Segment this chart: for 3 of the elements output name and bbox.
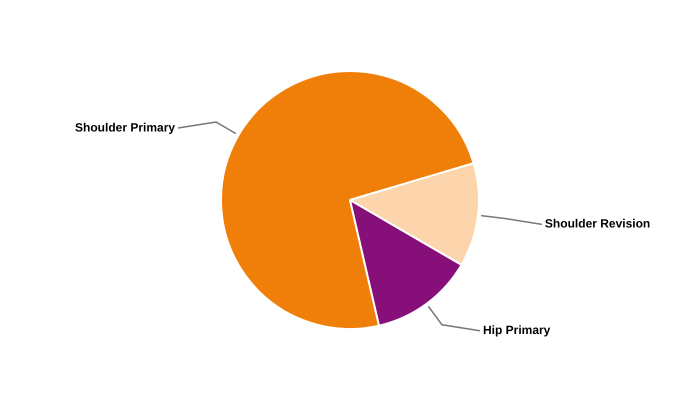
slice-label: Hip Primary xyxy=(482,323,551,338)
slice-label: Shoulder Revision xyxy=(544,216,650,231)
slice-label: Shoulder Primary xyxy=(75,120,176,134)
